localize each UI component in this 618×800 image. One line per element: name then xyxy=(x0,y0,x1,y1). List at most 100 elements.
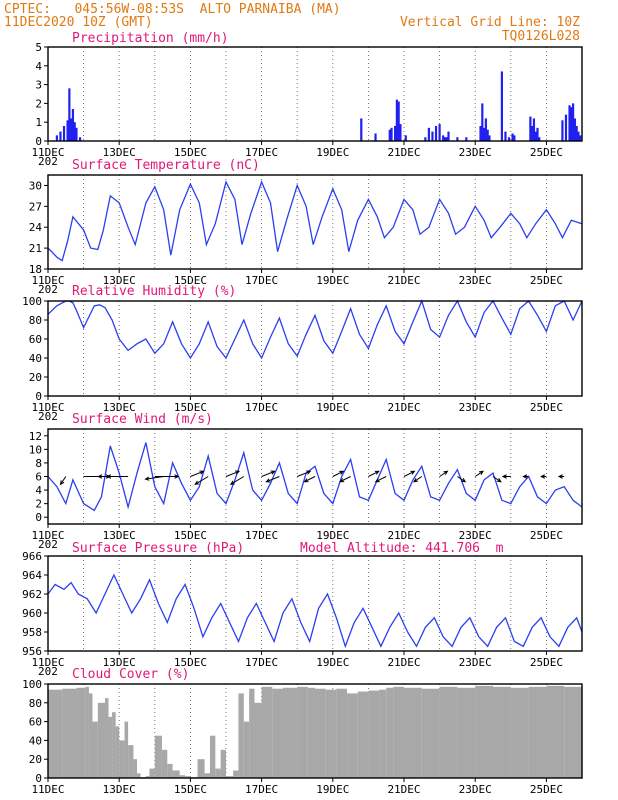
rh-ytick-label: 0 xyxy=(35,390,42,403)
wind-vector-head xyxy=(374,470,380,475)
wind-xtick-label: 17DEC xyxy=(245,529,278,542)
wind-vector-head xyxy=(265,478,271,483)
precip-bar xyxy=(513,135,516,141)
cloud-cover-bar xyxy=(368,690,380,778)
precip-bar xyxy=(399,124,402,141)
wind-ytick-label: 2 xyxy=(35,498,42,511)
pres-xtick-label: 19DEC xyxy=(316,656,349,669)
temp-xtick-label: 25DEC xyxy=(530,274,563,287)
wind-xtick-label: 25DEC xyxy=(530,529,563,542)
precip-ytick-label: 5 xyxy=(35,41,42,54)
cloud-cover-bar xyxy=(386,687,394,778)
rh-ytick-label: 20 xyxy=(29,371,42,384)
wind-vector-head xyxy=(496,478,502,483)
wind-vector-head xyxy=(443,470,449,475)
cloud-cover-bar xyxy=(185,776,191,778)
cloud-cover-bar xyxy=(233,770,239,778)
pres-xtick-label: 11DEC xyxy=(31,656,64,669)
cloud-cover-bar xyxy=(62,688,77,778)
cloud-cover-bar xyxy=(254,702,262,778)
precip-bar xyxy=(445,137,448,141)
rh-ytick-label: 100 xyxy=(22,295,42,308)
pres-xtick-label: 23DEC xyxy=(459,656,492,669)
precip-bar xyxy=(75,127,78,141)
cloud-cover-bar xyxy=(149,768,155,778)
pres-xtick-label: 17DEC xyxy=(245,656,278,669)
cloud-ytick-label: 60 xyxy=(29,716,42,729)
rh-year-fragment: 202 xyxy=(38,410,58,423)
cloud-cover-bar xyxy=(48,689,63,778)
header-grid-note: Vertical Grid Line: 10Z xyxy=(400,15,580,30)
pres-title: Surface Pressure (hPa) xyxy=(72,541,244,556)
precip-title: Precipitation (mm/h) xyxy=(72,31,229,46)
cloud-frame xyxy=(47,683,583,779)
temp-ytick-label: 21 xyxy=(29,242,42,255)
precip-bar xyxy=(68,88,71,141)
cloud-cover-bar xyxy=(272,688,283,778)
wind-vector xyxy=(297,470,311,477)
cloud-cover-bar xyxy=(220,749,226,778)
wind-xtick-label: 13DEC xyxy=(103,529,136,542)
wind-vector xyxy=(474,470,484,477)
wind-vector xyxy=(375,476,387,483)
precip-bar xyxy=(486,129,489,141)
cloud-cover-bar xyxy=(161,749,168,778)
precip-xtick-label: 17DEC xyxy=(245,146,278,159)
wind-vector xyxy=(266,476,280,483)
cloud-cover-bar xyxy=(85,686,89,778)
precip-xtick-label: 23DEC xyxy=(459,146,492,159)
precip-bar xyxy=(431,131,434,141)
precip-bar xyxy=(427,127,431,141)
precip-ytick-label: 4 xyxy=(35,60,42,73)
pres-ytick-label: 966 xyxy=(22,550,42,563)
precip-bar xyxy=(71,109,75,141)
temp-ytick-label: 30 xyxy=(29,179,42,192)
wind-vector xyxy=(304,476,316,483)
cloud-cover-bar xyxy=(357,691,369,778)
cloud-cover-bar xyxy=(97,702,105,778)
wind-vector-head xyxy=(410,470,416,475)
cloud-cover-bar xyxy=(457,687,476,778)
wind-ytick-label: 4 xyxy=(35,484,42,497)
cloud-cover-bar xyxy=(112,712,116,778)
wind-vector-head xyxy=(234,470,241,475)
pres-panel: Surface Pressure (hPa) 956 958 960 962 964 966… xyxy=(22,541,583,678)
cloud-cover-bar xyxy=(76,687,86,778)
rh-ytick-label: 60 xyxy=(29,333,42,346)
precip-bar xyxy=(504,131,507,141)
precip-bar xyxy=(500,71,503,141)
precip-bar xyxy=(568,105,571,141)
model-altitude: Model Altitude: 441.706 m xyxy=(300,541,504,556)
wind-xtick-label: 15DEC xyxy=(174,529,207,542)
precip-bar xyxy=(434,125,438,141)
pres-ytick-label: 958 xyxy=(22,626,42,639)
rh-frame xyxy=(47,300,583,397)
temp-xtick-label: 23DEC xyxy=(459,274,492,287)
pres-frame xyxy=(47,555,583,652)
cloud-cover-bar xyxy=(261,686,273,778)
precip-bar xyxy=(388,129,391,141)
temp-xtick-label: 19DEC xyxy=(316,274,349,287)
temp-xtick-label: 11DEC xyxy=(31,274,64,287)
wind-vector-head xyxy=(374,478,380,483)
pres-ytick-label: 962 xyxy=(22,588,42,601)
precip-bar xyxy=(397,101,400,141)
precip-bar xyxy=(564,114,568,141)
precip-bar xyxy=(511,133,514,141)
wind-vector xyxy=(403,470,415,477)
cloud-cover-bar xyxy=(475,685,493,778)
precip-xtick-label: 15DEC xyxy=(174,146,207,159)
cloud-cover-bar xyxy=(124,721,129,778)
precip-xtick-label: 11DEC xyxy=(31,146,64,159)
wind-title: Surface Wind (m/s) xyxy=(72,412,213,427)
cloud-ytick-label: 80 xyxy=(29,697,42,710)
wind-xtick-label: 23DEC xyxy=(459,529,492,542)
cloud-cover-bar xyxy=(154,735,162,778)
cloud-cover-bar xyxy=(128,745,134,778)
cloud-ytick-label: 0 xyxy=(35,772,42,785)
precip-bar xyxy=(484,118,487,141)
cloud-cover-bar xyxy=(439,686,458,778)
wind-vector-head xyxy=(478,470,484,475)
cloud-cover-bar xyxy=(325,689,337,778)
